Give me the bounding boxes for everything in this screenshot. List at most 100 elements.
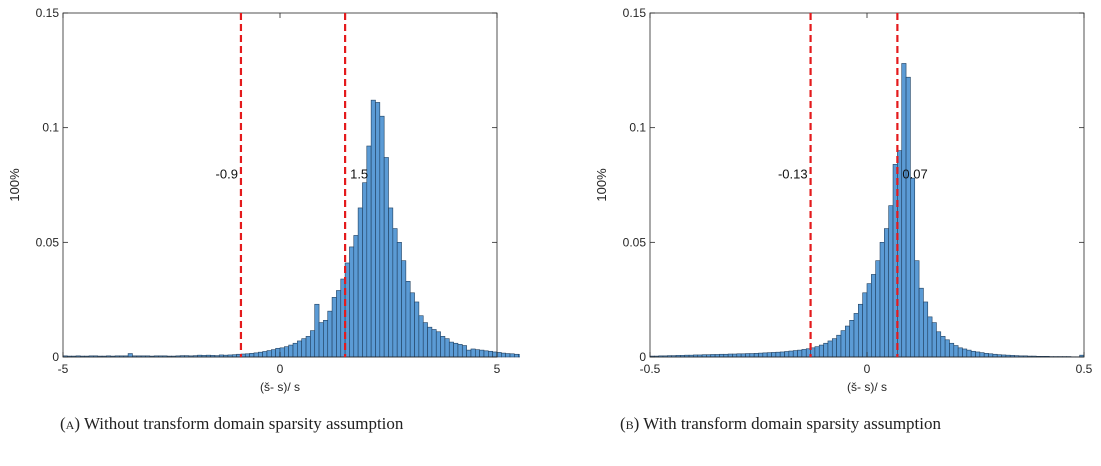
chart-a-bar [310, 330, 316, 358]
chart-b-ytick-label: 0.15 [623, 6, 647, 20]
chart-a-bar [279, 347, 285, 358]
chart-panel-a: 0 0.05 0.1 0.15 -5 0 5 -0.9 1.5 (š- s)/ s 100% [0, 0, 585, 466]
chart-b-bar [727, 353, 733, 358]
chart-a-bar [323, 320, 329, 358]
chart-b-bar [736, 353, 742, 358]
chart-a-ytick-label: 0.15 [36, 6, 60, 20]
chart-a-bar [474, 349, 480, 358]
chart-a-bar [405, 281, 411, 358]
chart-b-bar [749, 353, 755, 358]
chart-b-bar [766, 352, 772, 358]
chart-b-ytick-label: 0.05 [623, 235, 647, 249]
chart-b-bar [797, 349, 803, 358]
chart-b-bar [936, 331, 942, 358]
chart-a-bar [284, 346, 289, 358]
chart-b-bar [983, 353, 989, 358]
chart-a-bar [388, 207, 394, 358]
chart-b-bar [745, 353, 751, 358]
chart-b-bar [901, 63, 907, 358]
chart-b-bar [732, 353, 738, 358]
chart-a-bar [457, 344, 463, 358]
chart-b-bar [784, 351, 790, 358]
chart-b-bar [914, 260, 920, 358]
chart-a-bar [418, 315, 424, 358]
chart-b-bar [840, 330, 846, 358]
chart-a-bar [357, 207, 363, 358]
chart-b-threshold-label: 0.07 [902, 167, 927, 182]
chart-a-bar [496, 352, 502, 358]
chart-b-bar [849, 320, 855, 358]
chart-a-bar [370, 99, 376, 358]
chart-b-bar [931, 322, 937, 358]
chart-b-bar [836, 334, 842, 358]
chart-a-bar [266, 350, 272, 358]
chart-b-bar [953, 345, 959, 358]
chart-a-bar [336, 290, 342, 358]
chart-a-bar [301, 338, 307, 358]
caption-a-tag: (a) [60, 414, 80, 433]
chart-b-bar [818, 344, 824, 358]
chart-a-bar [249, 353, 255, 358]
chart-a-bar [349, 246, 355, 358]
chart-b-bar [940, 336, 946, 358]
chart-b-bar [871, 274, 876, 358]
chart-b-xtick-label: -0.5 [640, 362, 661, 376]
chart-b-bar [962, 348, 968, 358]
chart-a-bar [292, 342, 298, 358]
chart-a-bar [461, 345, 467, 358]
chart-a-bar [331, 297, 337, 358]
chart-a-xaxis-label: (š- s)/ s [260, 380, 300, 394]
chart-b-bar [771, 352, 777, 358]
chart-b-bar [823, 342, 829, 358]
chart-a-bar [422, 322, 428, 358]
chart-a-bar [440, 336, 446, 358]
chart-b-bar [762, 352, 768, 358]
chart-b-bar [923, 301, 929, 358]
chart-a-bar [501, 352, 506, 358]
chart-b-ytick-label: 0.1 [629, 121, 646, 135]
chart-b-bar [927, 316, 933, 358]
chart-b-bar [719, 353, 725, 358]
chart-a-yaxis-label: 100% [7, 168, 22, 202]
chart-a-bar [396, 242, 402, 358]
chart-b-xtick-label: 0 [864, 362, 871, 376]
chart-b-bar [814, 346, 820, 358]
chart-b-bar [888, 205, 894, 358]
chart-a-bar [127, 353, 133, 358]
caption-b: (b) With transform domain sparsity assum… [620, 413, 1090, 434]
chart-a-bar [427, 326, 433, 358]
chart-b-bar [723, 353, 729, 358]
chart-a-bar [288, 344, 294, 358]
chart-b-bar [944, 339, 950, 358]
chart-a-threshold-label: -0.9 [216, 167, 238, 182]
chart-b-bar [827, 340, 833, 358]
chart-b-bar [792, 350, 798, 358]
chart-a-bar [514, 353, 519, 358]
chart-b-bar [970, 350, 976, 358]
chart-b-bar [918, 287, 924, 358]
chart-a-bar [483, 350, 489, 358]
chart-b-bar [862, 292, 868, 358]
chart-b-bar [740, 353, 746, 358]
chart-a-bar [448, 341, 454, 358]
chart-b-bar [758, 352, 764, 358]
chart-b-xtick-label: 0.5 [1076, 362, 1093, 376]
chart-a-bar [414, 301, 420, 358]
chart-a-bar [305, 336, 311, 358]
chart-panel-b: 0 0.05 0.1 0.15 -0.5 0 0.5 -0.13 0.07 (š- s)/ s 10… [580, 0, 1101, 466]
chart-a-threshold-label: 1.5 [350, 167, 368, 182]
chart-b-bar [875, 260, 881, 358]
chart-b-bar [957, 347, 963, 358]
chart-b-bar [949, 342, 955, 358]
chart-a-bar [509, 353, 515, 358]
chart-a-bar [435, 331, 441, 358]
chart-b-bar [779, 351, 785, 358]
chart-b-bar [992, 353, 998, 358]
chart-a-bar [431, 329, 437, 358]
chart-a-bar [488, 350, 493, 358]
chart-a-axes-box [62, 12, 498, 358]
chart-b-bar [979, 352, 985, 358]
chart-a-bar [262, 351, 268, 358]
chart-b-bar [905, 76, 911, 358]
